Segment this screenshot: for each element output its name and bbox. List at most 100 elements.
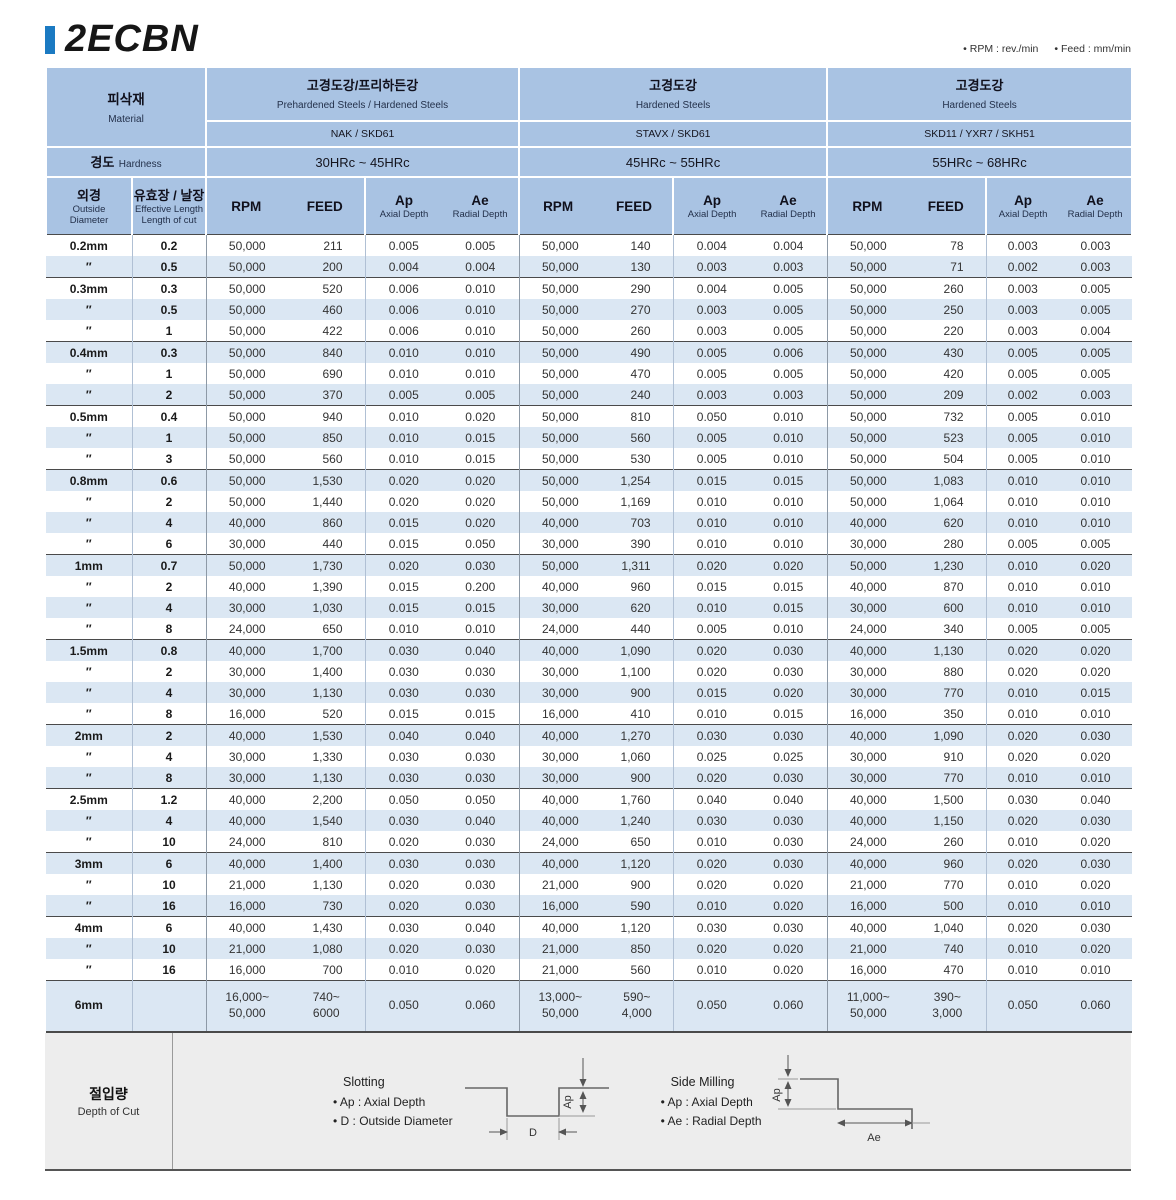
diameter-cell: ″ [46, 703, 132, 725]
feed-unit-note: • Feed : mm/min [1054, 43, 1131, 55]
value-cell: 0.010 [442, 277, 520, 299]
value-cell: 0.050 [985, 980, 1060, 1033]
value-cell: 0.005 [985, 341, 1060, 363]
table-row: ″ 4 40,000 1,540 0.030 0.040 40,000 1,240 0.030 0… [46, 810, 1133, 831]
value-cell: 0.003 [1059, 234, 1133, 256]
value-cell: 0.015 [442, 427, 520, 448]
value-cell: 0.005 [672, 448, 751, 470]
table-row: 3mm 6 40,000 1,400 0.030 0.030 40,000 1,120 0.02… [46, 852, 1133, 874]
value-cell: 0.020 [750, 895, 828, 917]
value-cell: 40,000 [205, 512, 289, 533]
table-row: 0.5mm 0.4 50,000 940 0.010 0.020 50,000 810 0.05… [46, 405, 1133, 427]
value-cell: 30,000 [826, 746, 910, 767]
value-cell: 0.010 [672, 597, 751, 618]
value-cell: 50,000 [205, 299, 289, 320]
value-cell: 740~ 6000 [288, 980, 366, 1033]
ae-column-header: Ae Radial Depth [1067, 192, 1123, 220]
value-cell: 0.020 [442, 959, 520, 981]
value-cell: 0.010 [672, 512, 751, 533]
value-cell: 0.010 [985, 512, 1060, 533]
value-cell: 0.005 [1059, 618, 1133, 640]
value-cell: 40,000 [518, 724, 602, 746]
length-cell: 4 [131, 682, 207, 703]
value-cell: 0.030 [750, 724, 828, 746]
diameter-cell: ″ [46, 512, 132, 533]
table-row: ″ 10 24,000 810 0.020 0.030 24,000 650 0.010 0.03… [46, 831, 1133, 853]
value-cell: 130 [601, 256, 674, 278]
value-cell: 71 [909, 256, 987, 278]
hardness-row: 경도 Hardness 30HRc ~ 45HRc 45HRc ~ 55HRc … [44, 146, 1134, 178]
value-cell: 50,000 [826, 448, 910, 470]
value-cell: 0.040 [442, 724, 520, 746]
value-cell: 0.010 [364, 427, 443, 448]
value-cell: 0.020 [442, 405, 520, 427]
value-cell: 0.015 [750, 703, 828, 725]
diameter-cell: ″ [46, 299, 132, 320]
value-cell: 490 [601, 341, 674, 363]
value-cell: 0.030 [750, 767, 828, 789]
group2-name-en: Hardened Steels [635, 100, 711, 111]
spec-table-body: 0.2mm 0.2 50,000 211 0.005 0.005 50,000 140 0.00… [46, 234, 1133, 1033]
diameter-cell: 0.2mm [46, 234, 132, 256]
value-cell: 0.020 [750, 554, 828, 576]
value-cell: 0.015 [364, 576, 443, 597]
value-cell: 0.015 [442, 597, 520, 618]
value-cell: 50,000 [518, 469, 602, 491]
value-cell: 30,000 [205, 746, 289, 767]
steel-grades-cell-2: STAVX / SKD61 [518, 120, 829, 148]
length-cell: 0.6 [131, 469, 207, 491]
value-cell: 21,000 [826, 874, 910, 895]
value-cell: 21,000 [826, 938, 910, 959]
table-row: 2mm 2 40,000 1,530 0.040 0.040 40,000 1,270 0.03… [46, 724, 1133, 746]
value-cell: 900 [601, 682, 674, 703]
length-cell: 10 [131, 831, 207, 853]
length-cell: 2 [131, 491, 207, 512]
value-cell: 0.005 [985, 448, 1060, 470]
value-cell: 0.005 [985, 363, 1060, 384]
table-row: 0.3mm 0.3 50,000 520 0.006 0.010 50,000 290 0.00… [46, 277, 1133, 299]
diameter-cell: ″ [46, 363, 132, 384]
step-ae-label: Ae [867, 1132, 880, 1144]
length-cell: 1 [131, 363, 207, 384]
value-cell: 0.005 [1059, 341, 1133, 363]
length-cell: 8 [131, 703, 207, 725]
value-cell: 0.030 [364, 810, 443, 831]
ae-column-header: Ae Radial Depth [452, 192, 508, 220]
value-cell: 0.010 [364, 959, 443, 981]
value-cell: 0.020 [985, 724, 1060, 746]
rpm-column-header: RPM [231, 198, 262, 214]
value-cell: 0.010 [1059, 491, 1133, 512]
diameter-cell: 3mm [46, 852, 132, 874]
table-row: ″ 0.5 50,000 200 0.004 0.004 50,000 130 0.003 0.0… [46, 256, 1133, 278]
value-cell: 0.015 [672, 682, 751, 703]
value-cell: 0.002 [985, 384, 1060, 406]
slot-ap-label: Ap [562, 1095, 574, 1108]
step-profile [799, 1078, 913, 1129]
value-cell: 0.040 [442, 810, 520, 831]
value-cell: 0.010 [1059, 469, 1133, 491]
value-cell: 0.020 [364, 895, 443, 917]
value-cell: 0.010 [985, 469, 1060, 491]
value-cell: 0.015 [1059, 682, 1133, 703]
value-cell: 0.050 [442, 533, 520, 555]
value-cell: 0.003 [985, 299, 1060, 320]
length-cell: 2 [131, 661, 207, 682]
length-cell: 0.2 [131, 234, 207, 256]
length-cell: 16 [131, 959, 207, 981]
value-cell: 0.005 [1059, 533, 1133, 555]
value-cell: 211 [288, 234, 366, 256]
length-cell: 6 [131, 533, 207, 555]
value-cell: 1,700 [288, 639, 366, 661]
value-cell: 0.020 [364, 554, 443, 576]
value-cell: 0.005 [364, 384, 443, 406]
table-row: ″ 16 16,000 700 0.010 0.020 21,000 560 0.010 0.02… [46, 959, 1133, 981]
value-cell: 0.004 [672, 234, 751, 256]
value-cell: 50,000 [826, 234, 910, 256]
value-cell: 0.030 [750, 661, 828, 682]
diameter-cell: ″ [46, 938, 132, 959]
page-title: 2ECBN [65, 18, 199, 60]
value-cell: 50,000 [518, 363, 602, 384]
value-cell: 11,000~ 50,000 [826, 980, 910, 1033]
length-cell: 1.2 [131, 788, 207, 810]
value-cell: 30,000 [826, 682, 910, 703]
